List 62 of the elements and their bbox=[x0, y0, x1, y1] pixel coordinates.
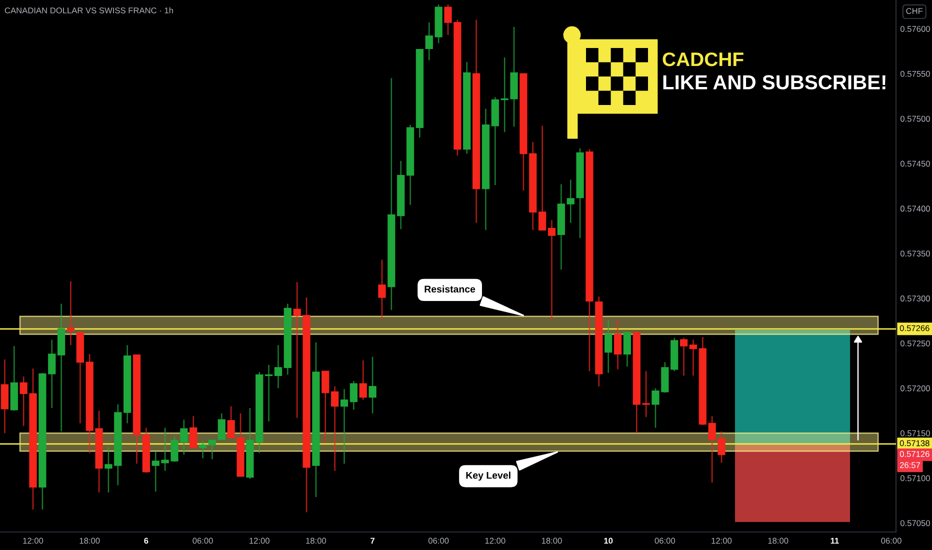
candlestick bbox=[350, 380, 358, 410]
x-tick-label: 7 bbox=[370, 538, 374, 544]
candlestick bbox=[340, 388, 348, 464]
candlestick bbox=[548, 220, 556, 321]
y-tick-label: 0.57350 bbox=[900, 250, 930, 257]
candlestick bbox=[322, 370, 330, 444]
x-tick-label: 12:00 bbox=[23, 538, 44, 544]
x-tick-label: 11 bbox=[830, 538, 839, 544]
ref-line-label: 0.57266 bbox=[900, 325, 930, 332]
candlestick bbox=[198, 440, 207, 459]
text: 26:57 bbox=[900, 462, 920, 468]
candlestick bbox=[331, 386, 339, 472]
x-tick-label: 06:00 bbox=[428, 538, 449, 544]
candlestick bbox=[566, 179, 574, 224]
candlestick bbox=[623, 330, 632, 368]
x-tick-label: 18:00 bbox=[306, 538, 326, 544]
y-tick-label: 0.57100 bbox=[900, 475, 930, 482]
candlestick bbox=[689, 339, 698, 376]
annotation: LIKE AND SUBSCRIBE! bbox=[663, 75, 886, 90]
y-tick-label: 0.57450 bbox=[900, 160, 930, 167]
candlestick bbox=[66, 280, 75, 346]
x-tick-label: 6 bbox=[144, 538, 148, 544]
candlestick bbox=[425, 22, 433, 61]
band-label: Resistance bbox=[424, 285, 476, 293]
y-tick-label: 0.57550 bbox=[900, 70, 930, 77]
candlestick bbox=[378, 259, 386, 320]
x-tick-label: 12:00 bbox=[485, 538, 506, 544]
candlestick bbox=[604, 319, 612, 374]
y-tick-label: 0.57050 bbox=[900, 520, 930, 526]
annotation: CADCHF bbox=[662, 52, 744, 66]
text: CANADIAN DOLLAR VS SWISS FRANC · 1h bbox=[4, 7, 173, 14]
x-tick-label: 06:00 bbox=[654, 538, 676, 544]
y-axis-title: CHF bbox=[906, 8, 923, 14]
x-tick-label: 12:00 bbox=[250, 538, 270, 544]
band-label: Key Level bbox=[466, 472, 510, 481]
y-tick-label: 0.57600 bbox=[900, 26, 930, 32]
annotation: 0.57126 bbox=[900, 451, 930, 457]
x-tick-label: 12:00 bbox=[712, 538, 732, 544]
y-tick-label: 0.57150 bbox=[900, 430, 930, 436]
candlestick bbox=[614, 319, 622, 370]
x-tick-label: 18:00 bbox=[80, 538, 100, 544]
candlestick bbox=[208, 438, 216, 460]
x-tick-label: 18:00 bbox=[768, 538, 788, 544]
y-tick-label: 0.57400 bbox=[900, 206, 930, 212]
y-tick-label: 0.57200 bbox=[900, 385, 930, 392]
x-tick-label: 06:00 bbox=[192, 538, 213, 544]
x-tick-label: 18:00 bbox=[542, 538, 562, 544]
y-tick-label: 0.57500 bbox=[900, 116, 930, 122]
candlestick bbox=[368, 356, 376, 414]
ref-line-label: 0.57138 bbox=[900, 440, 930, 446]
candlestick bbox=[642, 370, 650, 418]
candlestick bbox=[264, 364, 273, 422]
candlestick bbox=[218, 412, 226, 440]
x-tick-label: 06:00 bbox=[881, 538, 902, 544]
candlestick bbox=[538, 125, 546, 231]
candlestick bbox=[680, 337, 688, 376]
y-tick-label: 0.57300 bbox=[900, 296, 930, 302]
y-tick-label: 0.57250 bbox=[900, 340, 930, 346]
candlestick bbox=[359, 360, 367, 401]
candlestick bbox=[274, 344, 282, 389]
x-tick-label: 10 bbox=[604, 538, 613, 544]
candlestick bbox=[190, 415, 198, 448]
